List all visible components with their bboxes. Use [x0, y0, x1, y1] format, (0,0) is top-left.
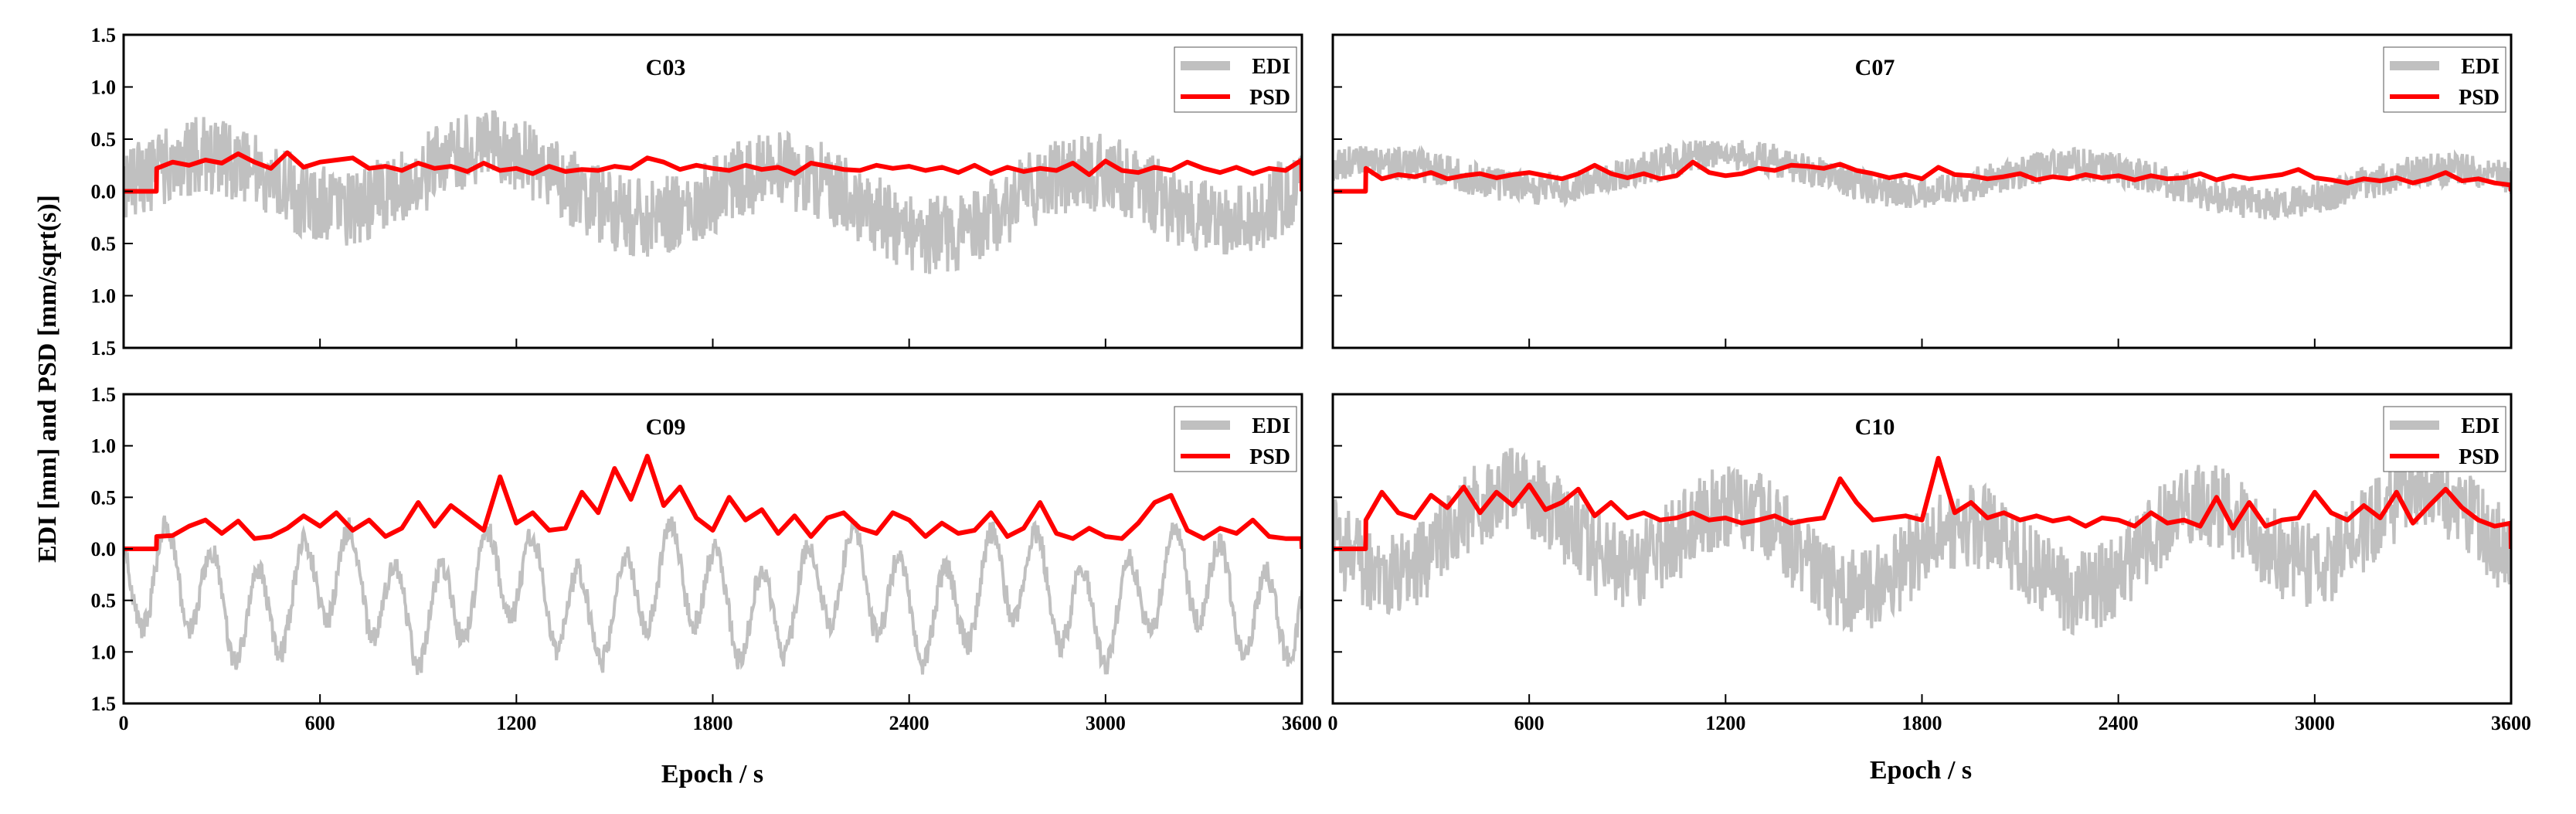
y-tick-label: 1.5: [91, 693, 117, 715]
y-tick-label: 0.5: [91, 486, 117, 509]
x-tick-label: 3600: [1282, 712, 1322, 734]
y-tick-label: 0.0: [91, 538, 117, 560]
legend: EDI PSD: [2383, 406, 2506, 472]
y-tick-label: 1.5: [91, 337, 117, 359]
legend-label-edi: EDI: [2461, 414, 2500, 438]
edi-series-line: [124, 110, 1302, 274]
x-tick-label: 0: [1328, 712, 1338, 734]
x-axis-title-left: Epoch / s: [661, 760, 763, 788]
psd-series-line: [1333, 455, 2511, 551]
legend-label-psd: PSD: [1249, 86, 1290, 110]
legend: EDI PSD: [2383, 46, 2506, 113]
y-tick-label: 0.5: [91, 233, 117, 255]
panel-title: C03: [646, 55, 686, 80]
x-tick-label: 1200: [1705, 712, 1745, 734]
y-tick-label: 1.0: [91, 641, 117, 663]
y-tick-label: 1.5: [91, 24, 117, 46]
x-tick-label: 3000: [2295, 712, 2335, 734]
edi-series-line: [1333, 448, 2511, 636]
panel-c03: 1.5 1.0 0.5 0.0 0.5 1.0 1.5 C03 EDI PSD: [91, 24, 1303, 359]
edi-series-line: [1333, 139, 2511, 220]
psd-series-line: [124, 150, 1302, 194]
legend-label-psd: PSD: [1249, 445, 1290, 469]
x-tick-label: 1200: [496, 712, 536, 734]
legend-box: [1174, 46, 1297, 113]
panel-c07: C07 EDI PSD: [1331, 33, 2513, 349]
x-axis-title-right: Epoch / s: [1870, 756, 1972, 785]
y-tick-label: 0.5: [91, 590, 117, 612]
legend-box: [1174, 406, 1297, 472]
x-tick-label: 2400: [2099, 712, 2139, 734]
panel-title: C10: [1855, 414, 1895, 440]
y-tick-label: 0.5: [91, 128, 117, 151]
legend-box: [2383, 406, 2506, 472]
y-tick-label: 1.5: [91, 383, 117, 406]
panel-title: C09: [646, 414, 686, 440]
legend-label-edi: EDI: [2461, 55, 2500, 79]
y-tick-label: 1.0: [91, 77, 117, 99]
edi-series-line: [124, 515, 1302, 676]
y-axis-title: EDI [mm] and PSD [mm/sqrt(s)]: [33, 195, 62, 563]
legend-label-edi: EDI: [1252, 414, 1290, 438]
legend-label-psd: PSD: [2459, 86, 2500, 110]
legend-label-edi: EDI: [1252, 55, 1290, 79]
y-tick-label: 0.0: [91, 181, 117, 203]
psd-series-line: [1333, 159, 2511, 194]
y-tick-label: 1.0: [91, 435, 117, 458]
panel-title: C07: [1855, 55, 1895, 80]
x-tick-label: 3000: [1086, 712, 1126, 734]
legend: EDI PSD: [1174, 46, 1297, 113]
x-tick-label: 1800: [1902, 712, 1942, 734]
x-tick-label: 1800: [693, 712, 733, 734]
legend-box: [2383, 46, 2506, 113]
panel-c10: 0 600 1200 1800 2400 3000 3600 C10 EDI PSD: [1328, 393, 2531, 734]
x-tick-label: 600: [1514, 712, 1545, 734]
x-tick-label: 0: [119, 712, 129, 734]
psd-series-line: [124, 454, 1302, 551]
legend: EDI PSD: [1174, 406, 1297, 472]
x-tick-label: 2400: [889, 712, 929, 734]
y-tick-label: 1.0: [91, 285, 117, 308]
x-tick-label: 600: [305, 712, 335, 734]
x-tick-label: 3600: [2491, 712, 2531, 734]
legend-label-psd: PSD: [2459, 445, 2500, 469]
panel-c09: 1.51.00.50.00.51.01.50 600 1200 1800 2400 300…: [91, 383, 1323, 734]
